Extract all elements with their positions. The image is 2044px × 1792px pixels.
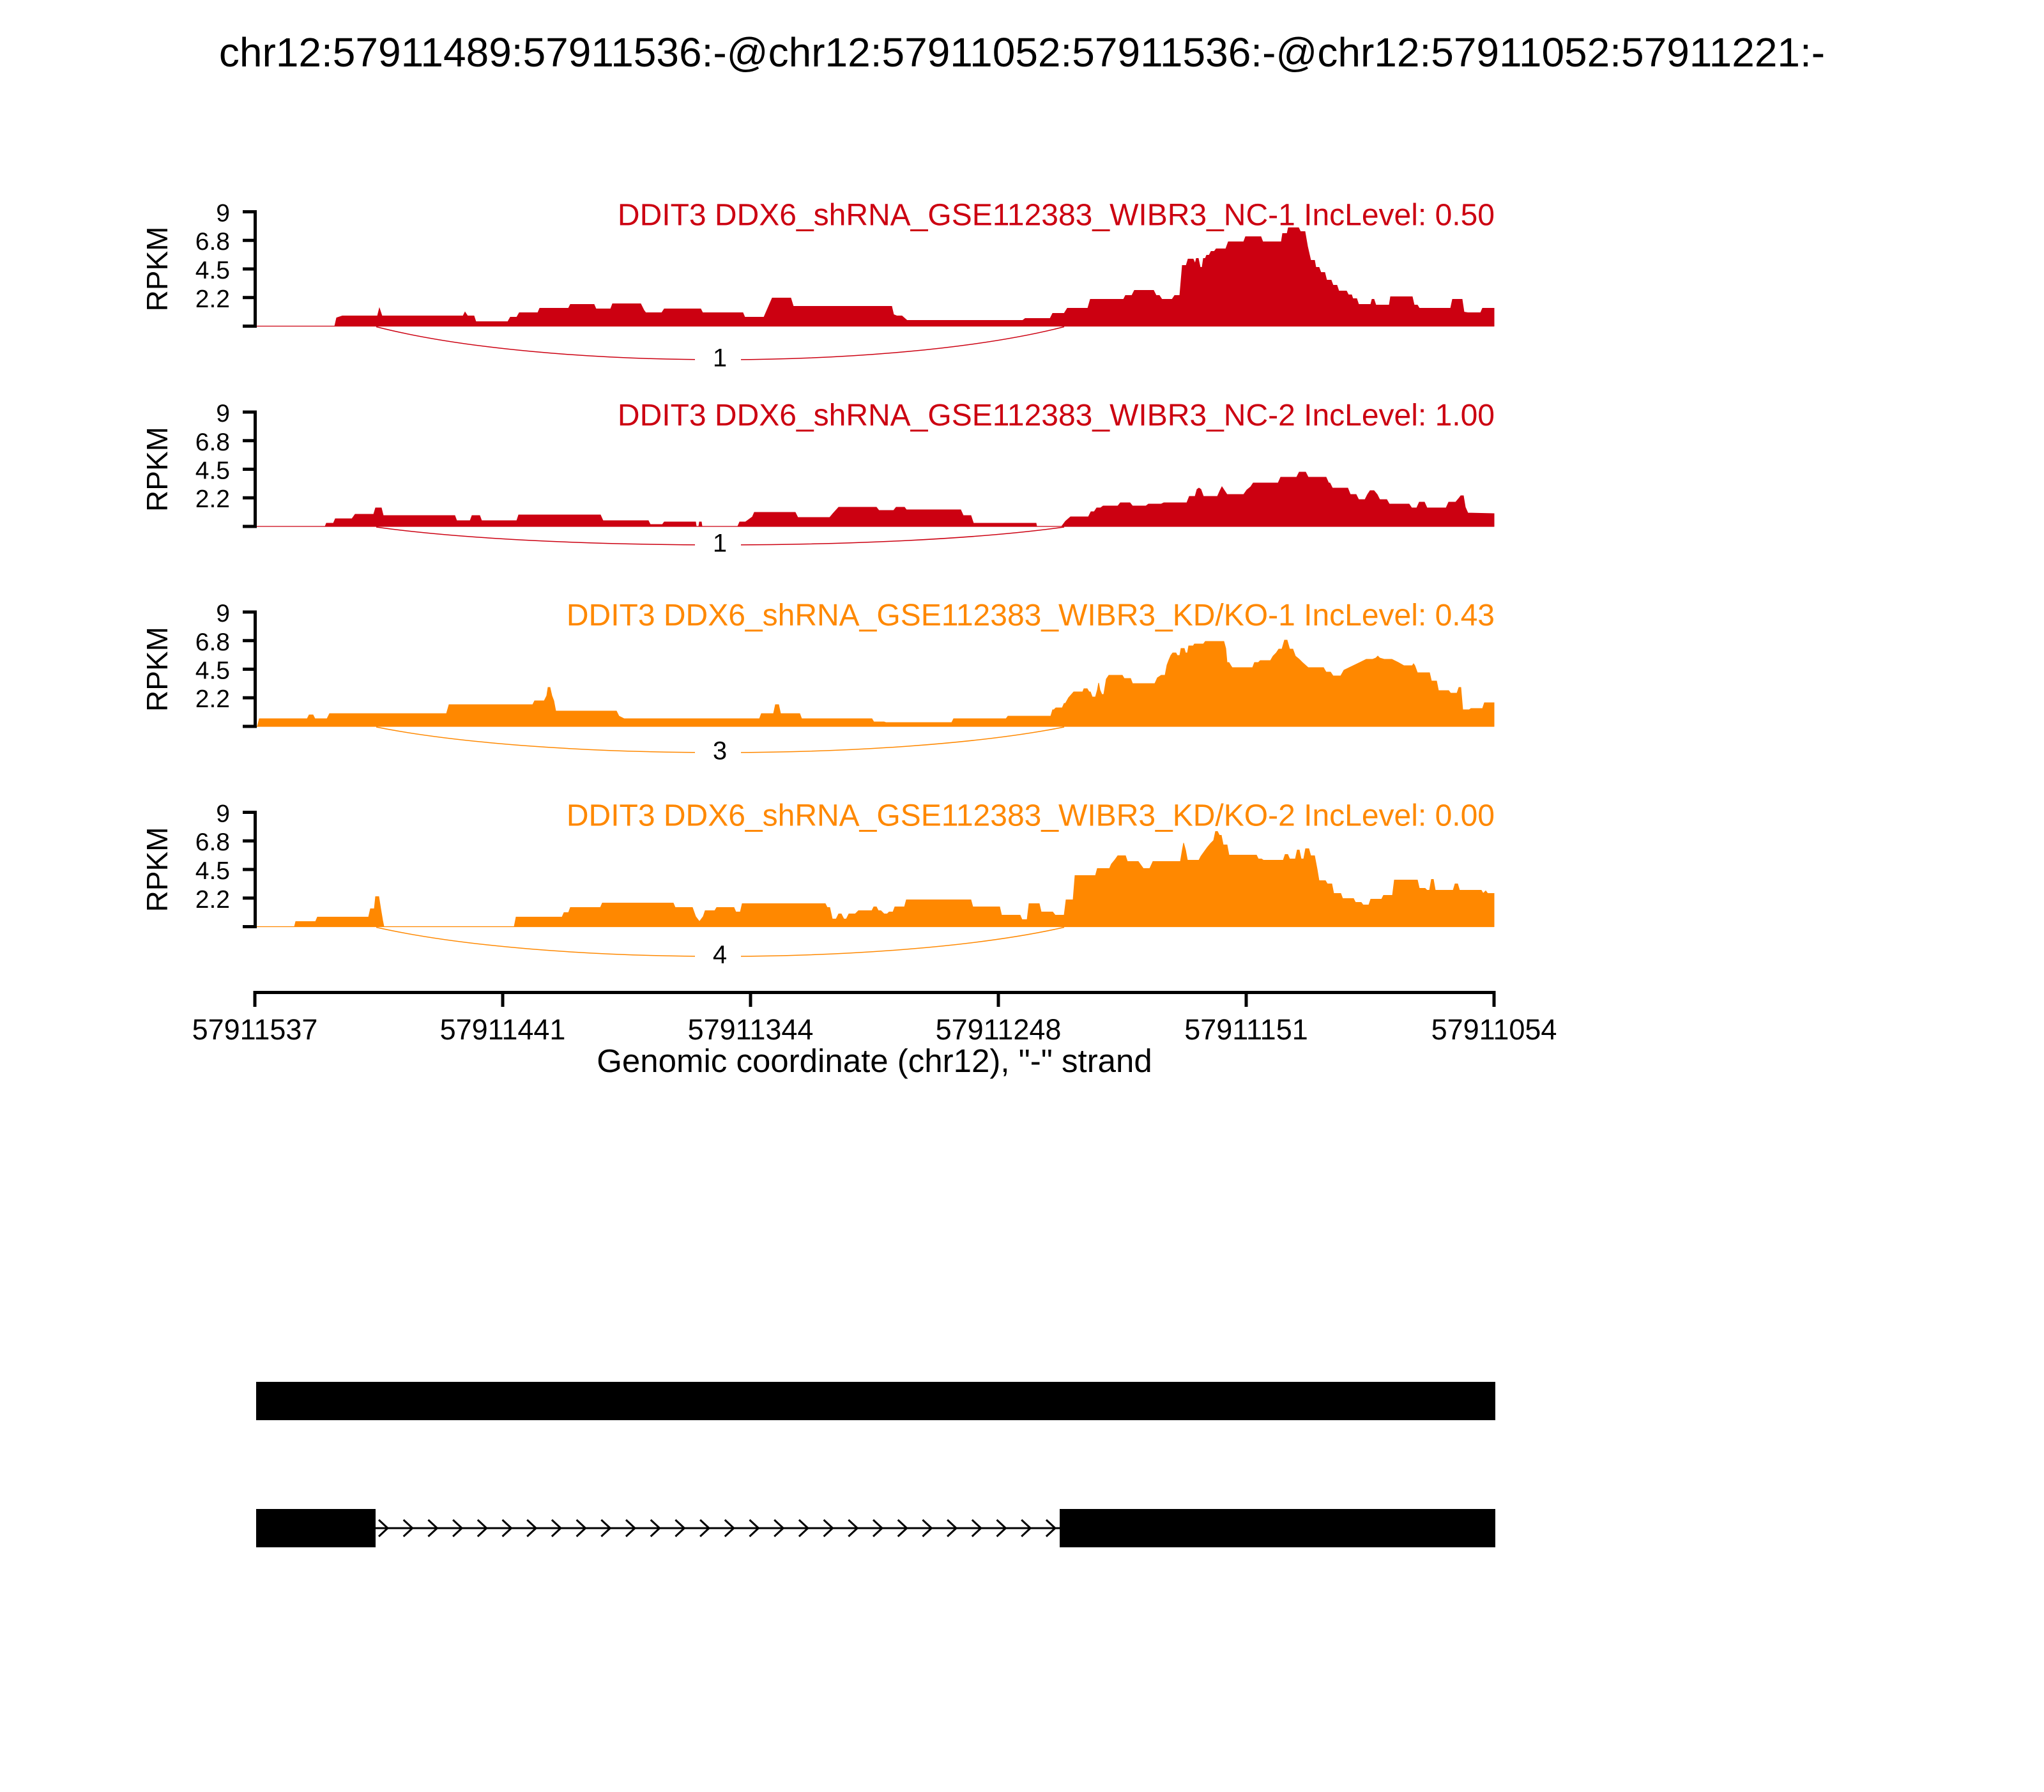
svg-text:2.2: 2.2 — [195, 685, 230, 713]
svg-text:57911151: 57911151 — [1184, 1013, 1308, 1046]
svg-text:9: 9 — [216, 400, 230, 427]
svg-text:9: 9 — [216, 600, 230, 627]
svg-text:3: 3 — [713, 737, 727, 765]
svg-text:RPKM: RPKM — [141, 627, 174, 712]
svg-text:Genomic coordinate (chr12), "-: Genomic coordinate (chr12), "-" strand — [597, 1043, 1152, 1079]
svg-text:4.5: 4.5 — [195, 857, 230, 885]
svg-text:57911344: 57911344 — [688, 1013, 814, 1046]
svg-text:DDIT3 DDX6_shRNA_GSE112383_WIB: DDIT3 DDX6_shRNA_GSE112383_WIBR3_NC-2 In… — [618, 399, 1495, 433]
svg-text:4.5: 4.5 — [195, 657, 230, 685]
svg-text:1: 1 — [713, 530, 727, 558]
svg-text:9: 9 — [216, 800, 230, 828]
svg-text:2.2: 2.2 — [195, 486, 230, 513]
svg-text:1: 1 — [713, 344, 727, 372]
svg-text:RPKM: RPKM — [141, 827, 174, 912]
svg-text:4.5: 4.5 — [195, 457, 230, 485]
svg-text:9: 9 — [216, 200, 230, 227]
svg-text:RPKM: RPKM — [141, 227, 174, 312]
svg-text:chr12:57911489:57911536:-@chr1: chr12:57911489:57911536:-@chr12:57911052… — [219, 29, 1825, 75]
svg-text:6.8: 6.8 — [195, 829, 230, 856]
svg-text:4.5: 4.5 — [195, 257, 230, 284]
svg-text:2.2: 2.2 — [195, 886, 230, 914]
svg-text:4: 4 — [713, 941, 727, 969]
svg-text:RPKM: RPKM — [141, 427, 174, 512]
svg-text:6.8: 6.8 — [195, 629, 230, 656]
svg-text:57911054: 57911054 — [1431, 1013, 1557, 1046]
svg-text:6.8: 6.8 — [195, 429, 230, 456]
svg-text:DDIT3 DDX6_shRNA_GSE112383_WIB: DDIT3 DDX6_shRNA_GSE112383_WIBR3_NC-1 In… — [618, 199, 1495, 233]
svg-text:57911441: 57911441 — [440, 1013, 566, 1046]
svg-text:DDIT3 DDX6_shRNA_GSE112383_WIB: DDIT3 DDX6_shRNA_GSE112383_WIBR3_KD/KO-2… — [567, 799, 1495, 833]
svg-text:DDIT3 DDX6_shRNA_GSE112383_WIB: DDIT3 DDX6_shRNA_GSE112383_WIBR3_KD/KO-1… — [567, 599, 1495, 632]
svg-text:57911248: 57911248 — [936, 1013, 1062, 1046]
svg-text:2.2: 2.2 — [195, 286, 230, 313]
svg-text:57911537: 57911537 — [192, 1013, 318, 1046]
svg-text:6.8: 6.8 — [195, 228, 230, 256]
